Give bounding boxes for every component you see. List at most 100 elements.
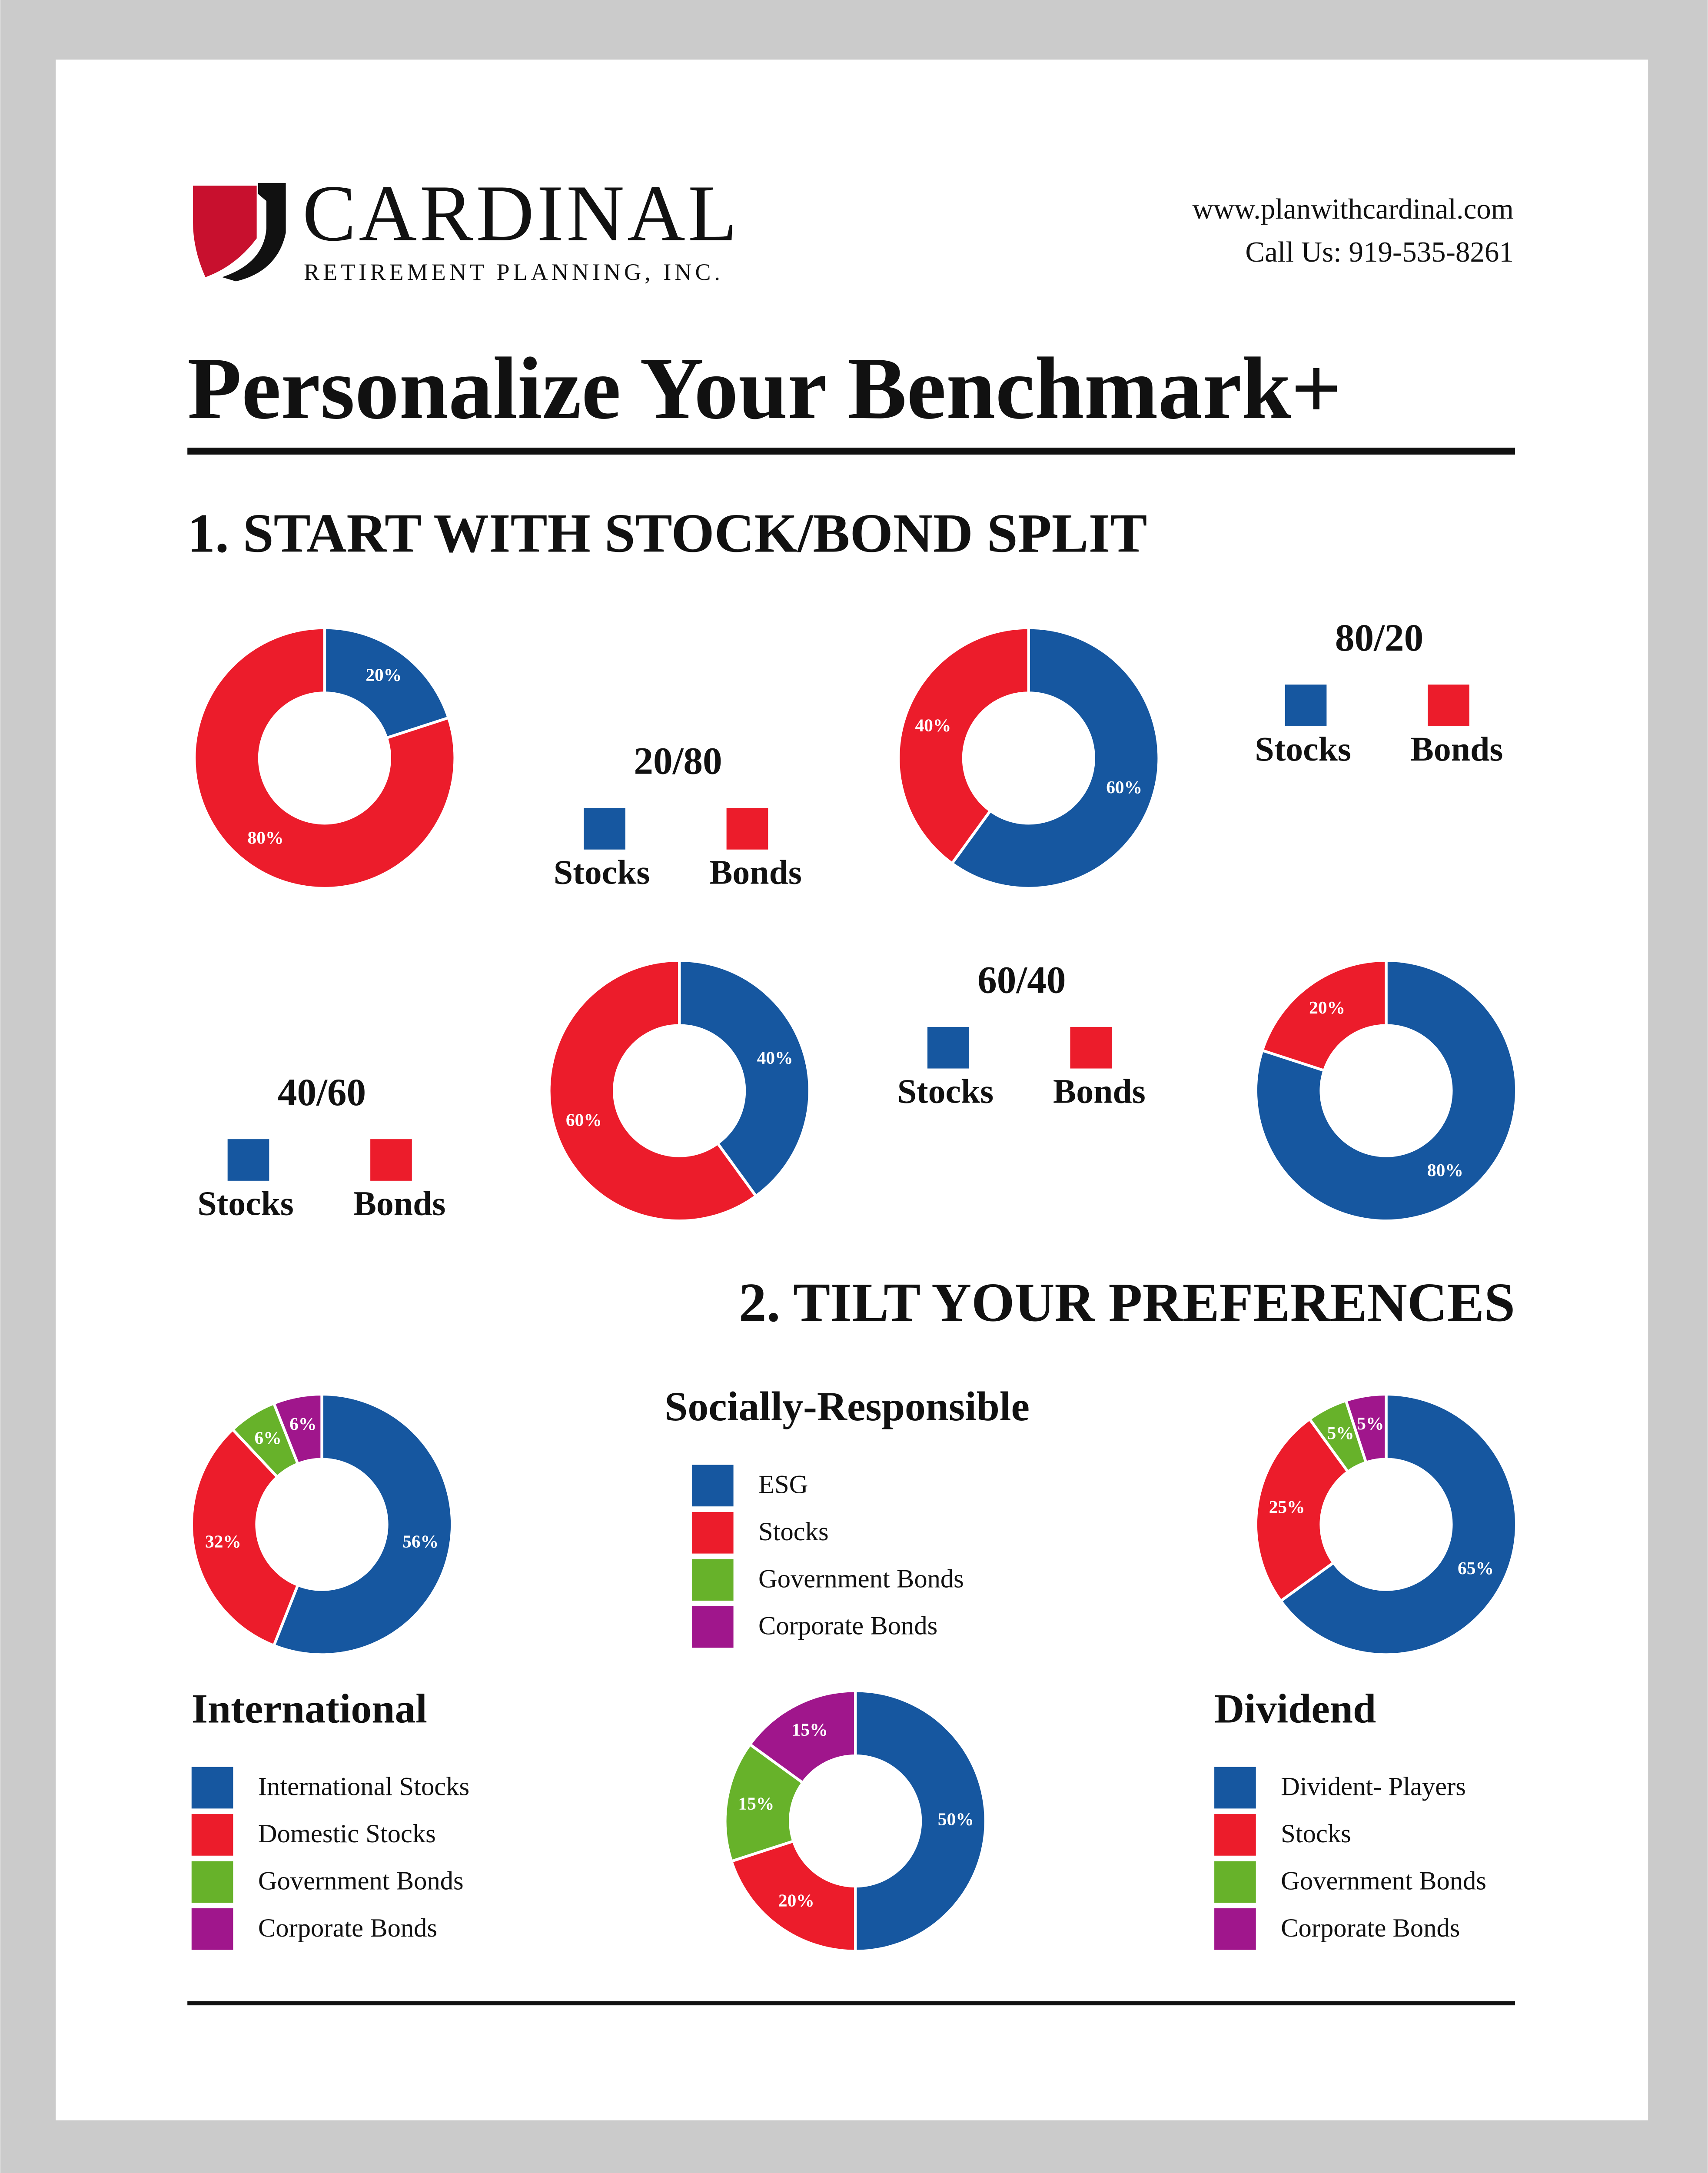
legend-swatch bbox=[1214, 1908, 1256, 1950]
slice-label: 5% bbox=[1357, 1413, 1384, 1433]
slice-label: 5% bbox=[1327, 1423, 1354, 1443]
slice-label: 40% bbox=[757, 1048, 793, 1068]
legend-label: Stocks bbox=[897, 1072, 994, 1110]
donut-slice bbox=[730, 1839, 857, 1953]
legend-label: Domestic Stocks bbox=[258, 1819, 436, 1848]
legend-swatch bbox=[227, 1139, 269, 1181]
legend-label: Corporate Bonds bbox=[258, 1914, 437, 1943]
legend-title: 60/40 bbox=[977, 959, 1066, 1002]
donut-slice bbox=[323, 626, 450, 740]
legend-label: Bonds bbox=[709, 854, 802, 892]
slice-label: 20% bbox=[1309, 997, 1345, 1017]
slice-label: 20% bbox=[778, 1891, 814, 1911]
phone: Call Us: 919-535-8261 bbox=[1245, 236, 1513, 268]
legend-label: ESG bbox=[758, 1470, 808, 1499]
legend-title: International bbox=[192, 1685, 427, 1731]
legend-label: Bonds bbox=[1053, 1072, 1146, 1110]
donut-slice bbox=[748, 1689, 857, 1785]
donut-slice bbox=[272, 1392, 454, 1656]
donut-slice bbox=[950, 626, 1160, 890]
slice-label: 6% bbox=[289, 1414, 316, 1434]
legend-title: 20/80 bbox=[634, 740, 722, 783]
legend-swatch bbox=[691, 1606, 734, 1648]
legend-label: Bonds bbox=[353, 1185, 446, 1223]
legend-swatch bbox=[726, 808, 768, 850]
legend-label: Government Bonds bbox=[258, 1866, 464, 1895]
slice-label: 56% bbox=[402, 1531, 439, 1551]
donut-slice bbox=[1344, 1392, 1388, 1465]
donut-slice bbox=[272, 1392, 323, 1466]
brand: CARDINAL bbox=[302, 169, 740, 258]
legend-swatch bbox=[691, 1465, 734, 1507]
donut-slice bbox=[190, 1427, 300, 1648]
section-heading: 2. TILT YOUR PREFERENCES bbox=[739, 1271, 1515, 1333]
page-title: Personalize Your Benchmark+ bbox=[187, 339, 1342, 438]
slice-label: 25% bbox=[1269, 1497, 1305, 1517]
logo-bird bbox=[222, 183, 286, 282]
slice-label: 32% bbox=[205, 1531, 241, 1551]
slice-label: 6% bbox=[255, 1428, 282, 1448]
legend-label: Stocks bbox=[1255, 730, 1351, 768]
donut-slice bbox=[1260, 959, 1388, 1073]
legend-swatch bbox=[1214, 1767, 1256, 1809]
brand-sub: RETIREMENT PLANNING, INC. bbox=[304, 259, 724, 285]
section-heading: 1. START WITH STOCK/BOND SPLIT bbox=[187, 502, 1147, 564]
legend-swatch bbox=[191, 1861, 233, 1903]
donut-slice bbox=[193, 626, 456, 890]
slice-label: 50% bbox=[938, 1809, 974, 1829]
legend-label: Divident- Players bbox=[1281, 1772, 1466, 1801]
legend-swatch bbox=[370, 1139, 412, 1181]
legend-title: 80/20 bbox=[1335, 616, 1423, 659]
website: www.planwithcardinal.com bbox=[1192, 193, 1513, 225]
footer-rule bbox=[187, 2001, 1515, 2006]
donut-slice bbox=[1279, 1392, 1518, 1656]
legend-label: Corporate Bonds bbox=[1281, 1914, 1460, 1943]
slice-label: 15% bbox=[792, 1720, 828, 1740]
donut-slice bbox=[1254, 1417, 1350, 1603]
legend-label: Government Bonds bbox=[758, 1564, 964, 1593]
donut-slice bbox=[1254, 959, 1518, 1223]
legend-swatch bbox=[191, 1767, 233, 1809]
donut-slice bbox=[678, 959, 811, 1198]
legend-swatch bbox=[1214, 1814, 1256, 1856]
logo-shield bbox=[193, 186, 257, 277]
legend-label: Stocks bbox=[554, 854, 650, 892]
legend-label: Bonds bbox=[1411, 730, 1503, 768]
legend-title: Socially-Responsible bbox=[665, 1383, 1030, 1429]
donut-slice bbox=[854, 1689, 987, 1953]
legend-swatch bbox=[691, 1559, 734, 1601]
title-rule bbox=[187, 447, 1515, 455]
legend-swatch bbox=[1285, 684, 1327, 726]
donut-slice bbox=[897, 626, 1030, 866]
legend-swatch bbox=[927, 1027, 969, 1069]
donut-slice bbox=[548, 959, 758, 1223]
slice-label: 60% bbox=[566, 1110, 602, 1130]
legend-label: Government Bonds bbox=[1281, 1866, 1486, 1895]
legend-swatch bbox=[191, 1814, 233, 1856]
legend-label: International Stocks bbox=[258, 1772, 469, 1801]
legend-title: 40/60 bbox=[278, 1071, 366, 1114]
slice-label: 20% bbox=[366, 665, 402, 685]
legend-swatch bbox=[1070, 1027, 1112, 1069]
legend-label: Stocks bbox=[758, 1517, 829, 1546]
legend-title: Dividend bbox=[1214, 1685, 1376, 1731]
slice-label: 60% bbox=[1106, 777, 1142, 797]
legend-swatch bbox=[1214, 1861, 1256, 1903]
slice-label: 40% bbox=[915, 715, 951, 735]
legend-swatch bbox=[191, 1908, 233, 1950]
slice-label: 65% bbox=[1458, 1558, 1494, 1578]
slice-label: 80% bbox=[248, 827, 284, 847]
logo-mark bbox=[193, 183, 286, 282]
slice-label: 15% bbox=[738, 1793, 774, 1813]
legend-swatch bbox=[691, 1512, 734, 1554]
donut-slice bbox=[724, 1742, 805, 1863]
legend-swatch bbox=[584, 808, 625, 850]
legend-label: Stocks bbox=[197, 1185, 293, 1223]
legend-label: Corporate Bonds bbox=[758, 1611, 937, 1641]
legend-swatch bbox=[1428, 684, 1469, 726]
legend-label: Stocks bbox=[1281, 1819, 1351, 1848]
sheet bbox=[56, 60, 1648, 2120]
slice-label: 80% bbox=[1427, 1160, 1463, 1180]
